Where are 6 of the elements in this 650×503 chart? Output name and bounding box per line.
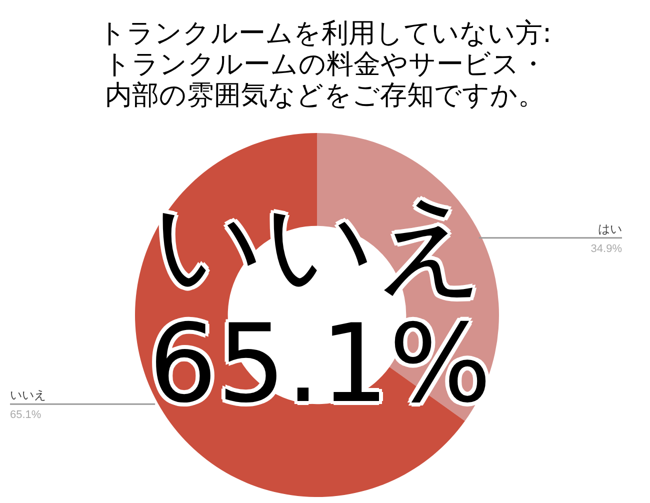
data-label: 65.1%: [10, 409, 42, 422]
text: いいえ 65.1%: [147, 182, 493, 427]
slice-label: いいえ: [10, 388, 46, 402]
data-label: 34.9%: [590, 242, 622, 255]
slice-label: はい: [598, 222, 622, 236]
chart-title: トランクルームを利用していない方:トランクルームの料金やサービス・内部の雰囲気などをご存知ですか。: [97, 18, 553, 111]
